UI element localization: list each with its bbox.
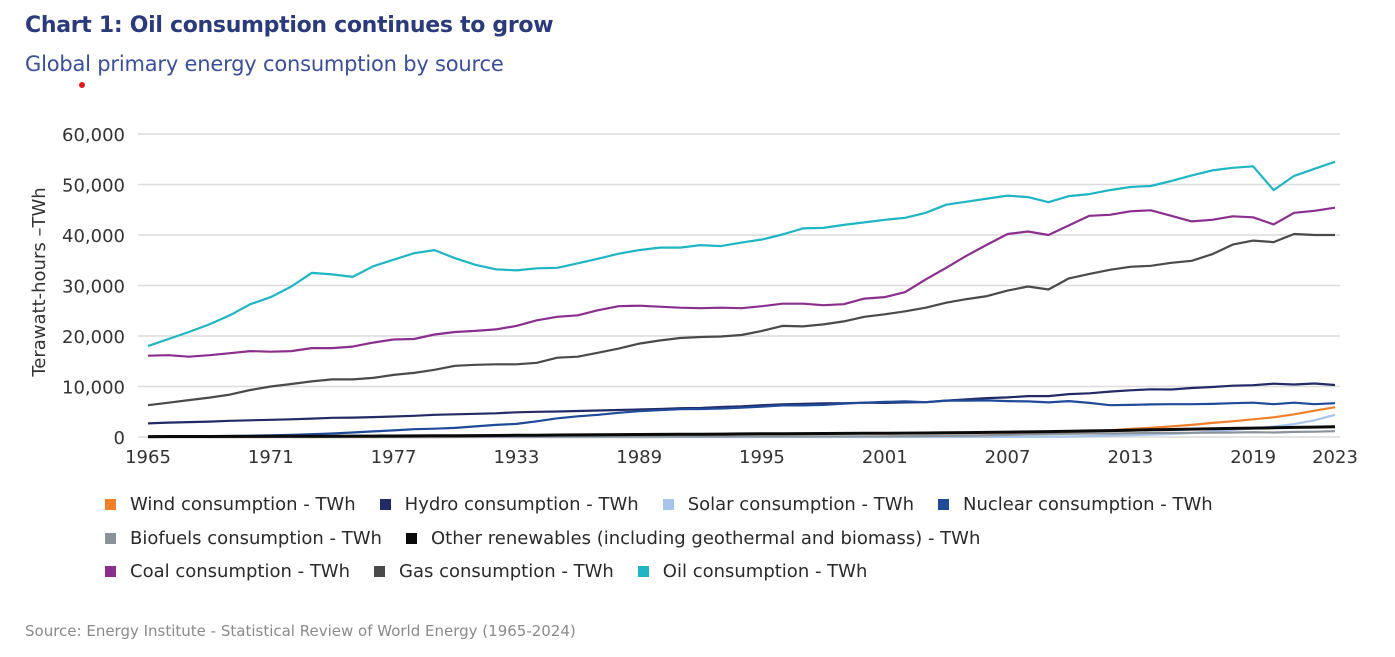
series-line-coal — [147, 206, 1336, 358]
x-tick-label: 2001 — [862, 447, 908, 468]
y-axis-ticks: 0 10,000 20,000 30,000 40,000 50,000 60,000 — [62, 125, 125, 449]
chart-subtitle: Global primary energy consumption by sou… — [25, 52, 504, 76]
legend-row: Coal consumption - TWh Gas consumption - … — [105, 555, 1237, 589]
legend-item-biofuels: Biofuels consumption - TWh — [105, 528, 382, 549]
y-tick-label: 40,000 — [62, 226, 125, 247]
legend-label: Coal consumption - TWh — [130, 561, 351, 583]
y-tick-label: 30,000 — [62, 277, 125, 298]
legend: Wind consumption - TWh Hydro consumption … — [105, 488, 1237, 589]
legend-row: Wind consumption - TWh Hydro consumption … — [105, 488, 1237, 522]
legend-row: Biofuels consumption - TWh Other renewabl… — [105, 522, 1237, 556]
legend-item-oil: Oil consumption - TWh — [637, 561, 868, 583]
series-lines — [147, 160, 1336, 439]
legend-item-nuclear: Nuclear consumption - TWh — [937, 494, 1213, 516]
legend-item-solar: Solar consumption - TWh — [662, 494, 914, 516]
gridlines — [138, 133, 1340, 438]
y-tick-label: 10,000 — [62, 378, 125, 399]
series-line-oil — [147, 160, 1336, 348]
legend-swatch — [105, 532, 116, 544]
legend-swatch — [937, 499, 949, 511]
y-tick-label: 60,000 — [62, 125, 125, 146]
annotation-dot — [79, 82, 85, 88]
y-axis-label: Terawatt-hours –TWh — [29, 187, 50, 377]
legend-label: Hydro consumption - TWh — [404, 494, 639, 516]
legend-swatch — [405, 532, 417, 544]
legend-label: Oil consumption - TWh — [662, 561, 868, 583]
x-tick-label: 2019 — [1230, 447, 1276, 468]
series-line-nuclear — [147, 399, 1336, 438]
source-note: Source: Energy Institute - Statistical R… — [25, 622, 576, 640]
line-chart: 0 10,000 20,000 30,000 40,000 50,000 60,000 19… — [29, 125, 1358, 468]
legend-item-hydro: Hydro consumption - TWh — [379, 494, 639, 516]
legend-item-wind: Wind consumption - TWh — [105, 494, 356, 515]
legend-swatch — [374, 566, 386, 578]
x-tick-label: 1971 — [248, 447, 294, 468]
series-line-hydro — [147, 382, 1336, 425]
x-axis-ticks: 1965 1971 1977 1933 1989 1995 2001 2007 2013 2019… — [125, 447, 1358, 468]
legend-swatch — [637, 566, 649, 578]
y-tick-label: 50,000 — [62, 176, 125, 197]
legend-swatch — [662, 499, 674, 511]
x-tick-label: 1977 — [371, 447, 417, 468]
x-tick-label: 1965 — [125, 447, 171, 468]
legend-label: Solar consumption - TWh — [687, 494, 914, 516]
legend-swatch — [105, 566, 116, 578]
y-tick-label: 0 — [114, 428, 125, 449]
legend-item-coal: Coal consumption - TWh — [105, 561, 350, 582]
chart-title: Chart 1: Oil consumption continues to gr… — [25, 13, 554, 38]
legend-swatch — [379, 499, 391, 511]
x-tick-label: 2013 — [1107, 447, 1153, 468]
legend-item-gas: Gas consumption - TWh — [374, 561, 614, 582]
legend-label: Gas consumption - TWh — [399, 561, 614, 583]
legend-label: Nuclear consumption - TWh — [962, 494, 1213, 516]
y-tick-label: 20,000 — [62, 327, 125, 348]
x-tick-label: 1989 — [616, 447, 662, 468]
legend-label: Other renewables (including geothermal a… — [430, 527, 981, 549]
legend-swatch — [105, 499, 116, 511]
legend-label: Wind consumption - TWh — [130, 494, 356, 516]
series-line-gas — [147, 232, 1335, 407]
x-tick-label: 2023 — [1312, 447, 1358, 468]
x-tick-label: 1933 — [493, 447, 539, 468]
x-tick-label: 1995 — [739, 447, 785, 468]
series-line-other — [147, 425, 1336, 439]
legend-item-other: Other renewables (including geothermal a… — [405, 527, 981, 549]
legend-label: Biofuels consumption - TWh — [130, 527, 382, 549]
x-tick-label: 2007 — [985, 447, 1031, 468]
